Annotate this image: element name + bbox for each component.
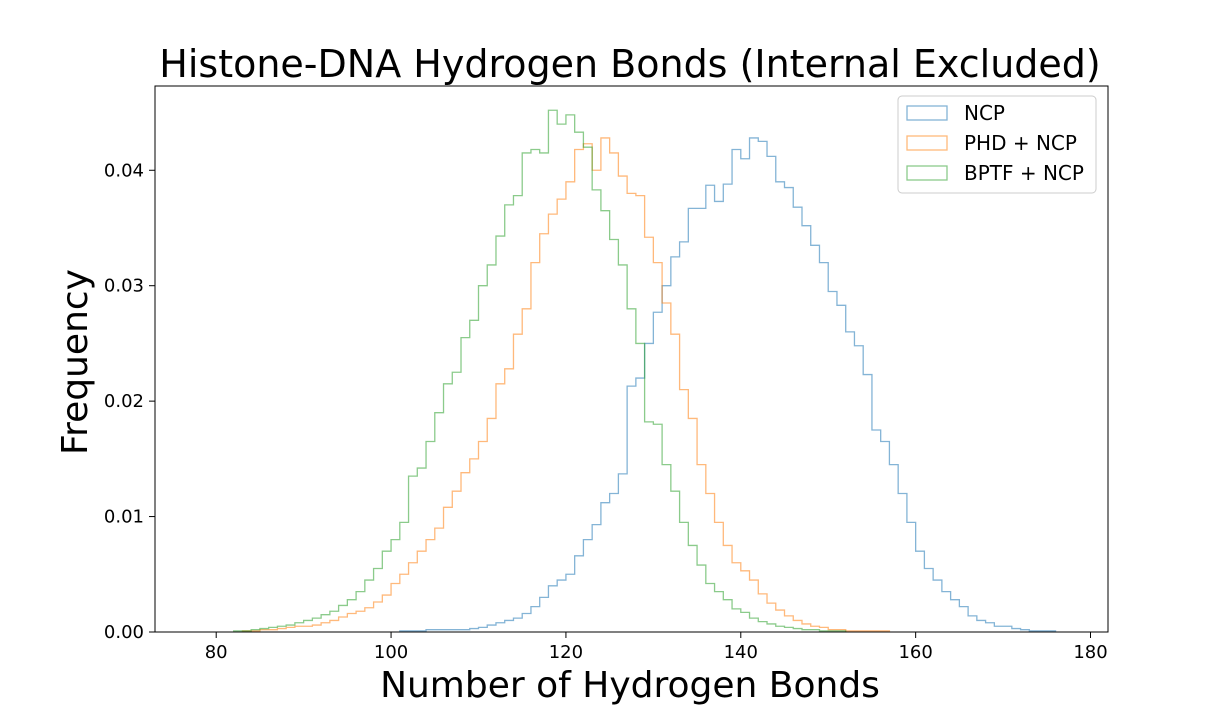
legend-swatch [906,165,948,181]
x-tick-label: 80 [205,642,228,663]
legend: NCP PHD + NCP BPTF + NCP [897,95,1097,194]
y-tick-label: 0.01 [104,507,144,528]
legend-label: NCP [964,101,1005,125]
x-tick-label: 180 [1073,642,1107,663]
chart-title: Histone-DNA Hydrogen Bonds (Internal Exc… [159,42,1100,86]
series-layer [233,109,1057,632]
histogram-series-0 [399,137,1057,632]
y-tick-label: 0.02 [104,391,144,412]
x-tick-label: 140 [724,642,758,663]
x-tick-label: 120 [549,642,583,663]
legend-label: BPTF + NCP [964,161,1084,185]
histogram-series-1 [241,137,891,632]
y-axis-label: Frequency [55,269,96,455]
y-tick-label: 0.03 [104,276,144,297]
histogram-series-2 [233,109,847,632]
x-axis-label: Number of Hydrogen Bonds [380,665,880,706]
legend-swatch [906,105,948,121]
x-tick-label: 100 [374,642,408,663]
y-tick-label: 0.04 [104,160,144,181]
y-axis: 0.00 0.01 0.02 0.03 0.04 [104,160,155,643]
plot-frame [154,85,1109,633]
legend-swatch [906,135,948,151]
legend-label: PHD + NCP [964,131,1077,155]
x-tick-label: 160 [898,642,932,663]
x-axis: 80 100 120 140 160 180 [205,632,1108,663]
y-tick-label: 0.00 [104,622,144,643]
